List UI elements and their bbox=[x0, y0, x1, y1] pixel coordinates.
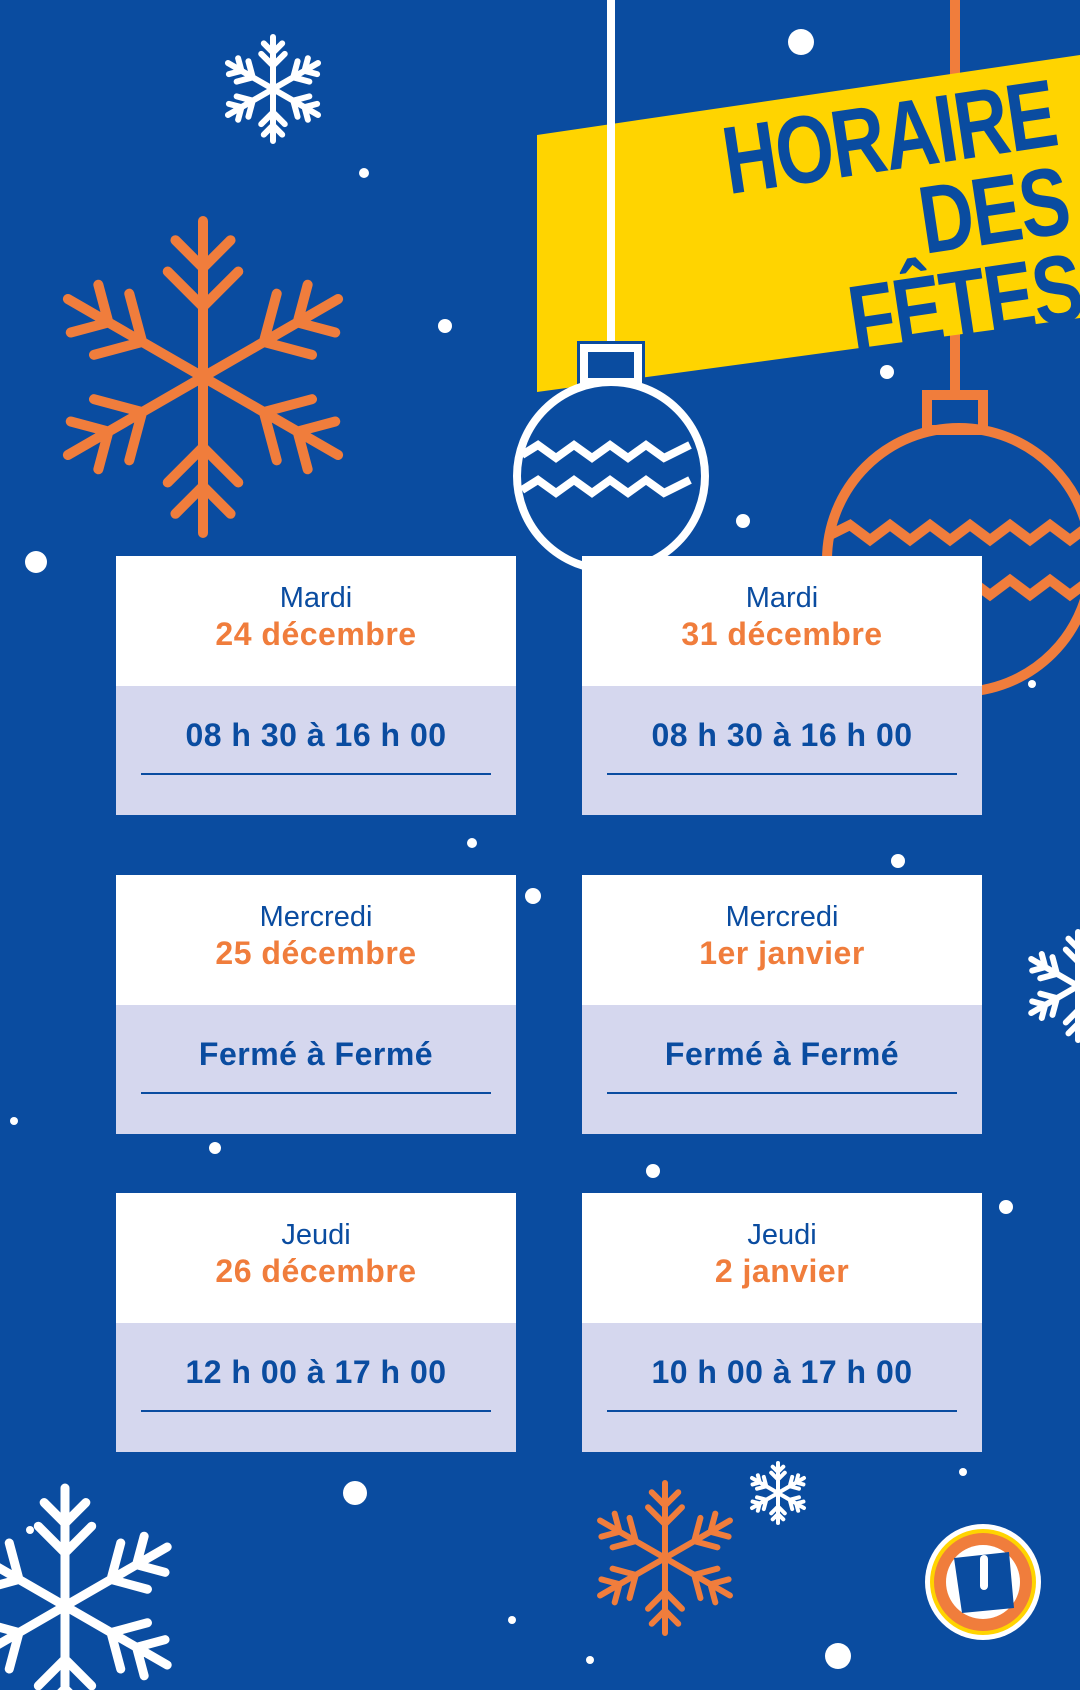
snow-dot bbox=[1028, 680, 1036, 688]
hours-label: Fermé à Fermé bbox=[664, 1036, 900, 1072]
snow-dot bbox=[26, 1526, 34, 1534]
day-label: Mercredi bbox=[259, 901, 373, 933]
divider bbox=[607, 773, 957, 775]
divider bbox=[141, 1092, 491, 1094]
day-label: Jeudi bbox=[747, 1219, 817, 1251]
hours-label: 12 h 00 à 17 h 00 bbox=[185, 1354, 447, 1390]
snow-dot bbox=[959, 1468, 967, 1476]
snow-dot bbox=[467, 838, 477, 848]
divider bbox=[141, 1410, 491, 1412]
divider bbox=[607, 1410, 957, 1412]
snow-dot bbox=[999, 1200, 1013, 1214]
date-label: 24 décembre bbox=[215, 616, 417, 652]
snow-dot bbox=[359, 168, 369, 178]
snow-dot bbox=[646, 1164, 660, 1178]
white-ornament-icon bbox=[513, 0, 709, 574]
snowflake-icon bbox=[1028, 929, 1080, 1043]
day-label: Mardi bbox=[745, 582, 819, 614]
hours-label: 08 h 30 à 16 h 00 bbox=[651, 717, 913, 753]
snow-dot bbox=[525, 888, 541, 904]
snow-dot bbox=[736, 514, 750, 528]
snow-dot bbox=[343, 1481, 367, 1505]
date-label: 2 janvier bbox=[714, 1253, 850, 1289]
snow-dot bbox=[209, 1142, 221, 1154]
title-banner bbox=[537, 55, 1080, 392]
date-label: 26 décembre bbox=[215, 1253, 417, 1289]
schedule-card: Mercredi 25 décembre Fermé à Fermé bbox=[116, 875, 516, 1134]
store-logo bbox=[925, 1524, 1041, 1640]
hours-label: 08 h 30 à 16 h 00 bbox=[185, 717, 447, 753]
snow-dot bbox=[891, 854, 905, 868]
snowflake-icon bbox=[750, 1461, 806, 1525]
snowflake-icon bbox=[597, 1480, 733, 1636]
date-label: 31 décembre bbox=[681, 616, 883, 652]
snow-dots bbox=[10, 29, 1036, 1669]
schedule-card: Jeudi 2 janvier 10 h 00 à 17 h 00 bbox=[582, 1193, 982, 1452]
schedule-card: Mardi 24 décembre 08 h 30 à 16 h 00 bbox=[116, 556, 516, 815]
schedule-card: Mardi 31 décembre 08 h 30 à 16 h 00 bbox=[582, 556, 982, 815]
schedule-card: Mercredi 1er janvier Fermé à Fermé bbox=[582, 875, 982, 1134]
date-label: 25 décembre bbox=[215, 935, 417, 971]
snow-dot bbox=[788, 29, 814, 55]
snowflake-icon bbox=[224, 34, 322, 144]
snow-dot bbox=[825, 1643, 851, 1669]
divider bbox=[141, 773, 491, 775]
snowflakes bbox=[0, 34, 1080, 1690]
hours-label: Fermé à Fermé bbox=[198, 1036, 434, 1072]
hours-label: 10 h 00 à 17 h 00 bbox=[651, 1354, 913, 1390]
divider bbox=[607, 1092, 957, 1094]
day-label: Jeudi bbox=[281, 1219, 351, 1251]
date-label: 1er janvier bbox=[699, 935, 865, 971]
snow-dot bbox=[438, 319, 452, 333]
day-label: Mercredi bbox=[725, 901, 839, 933]
snow-dot bbox=[508, 1616, 516, 1624]
day-label: Mardi bbox=[279, 582, 353, 614]
snow-dot bbox=[10, 1117, 18, 1125]
snowflake-icon bbox=[0, 1483, 172, 1690]
snow-dot bbox=[880, 365, 894, 379]
snow-dot bbox=[586, 1656, 594, 1664]
snowflake-icon bbox=[62, 216, 344, 538]
schedule-card: Jeudi 26 décembre 12 h 00 à 17 h 00 bbox=[116, 1193, 516, 1452]
snow-dot bbox=[25, 551, 47, 573]
